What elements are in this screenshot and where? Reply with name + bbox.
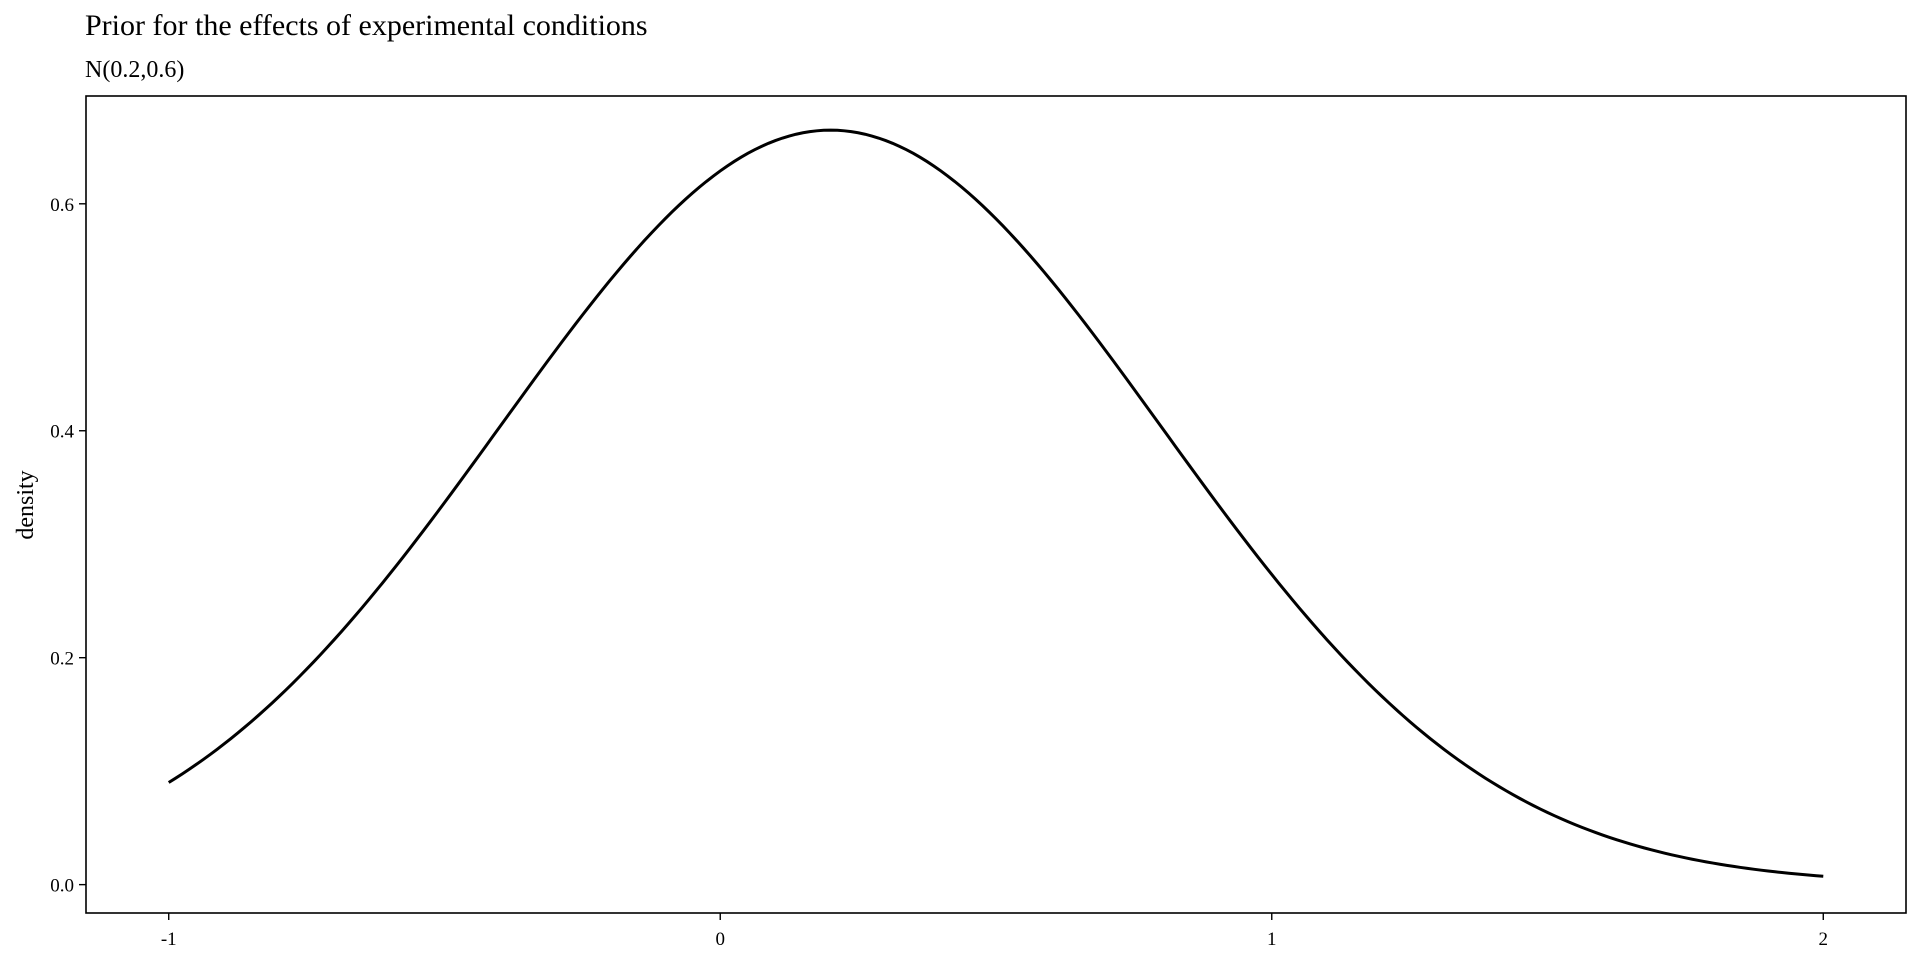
chart-title: Prior for the effects of experimental co… xyxy=(85,9,648,42)
x-tick-label: -1 xyxy=(161,929,177,950)
y-axis: 0.0 0.2 0.4 0.6 xyxy=(50,195,86,897)
chart-subtitle: N(0.2,0.6) xyxy=(85,57,184,83)
x-tick-label: 1 xyxy=(1267,929,1277,950)
y-tick-label: 0.0 xyxy=(50,876,74,897)
y-tick-label: 0.6 xyxy=(50,195,74,216)
plot-panel-border xyxy=(85,95,1907,914)
x-tick-label: 0 xyxy=(715,929,725,950)
y-tick-label: 0.4 xyxy=(50,422,74,443)
x-axis: -1 0 1 2 xyxy=(161,913,1828,950)
y-tick-label: 0.2 xyxy=(50,649,74,670)
y-axis-label: density xyxy=(13,470,39,539)
x-tick-label: 2 xyxy=(1819,929,1829,950)
density-curve xyxy=(167,128,1824,878)
